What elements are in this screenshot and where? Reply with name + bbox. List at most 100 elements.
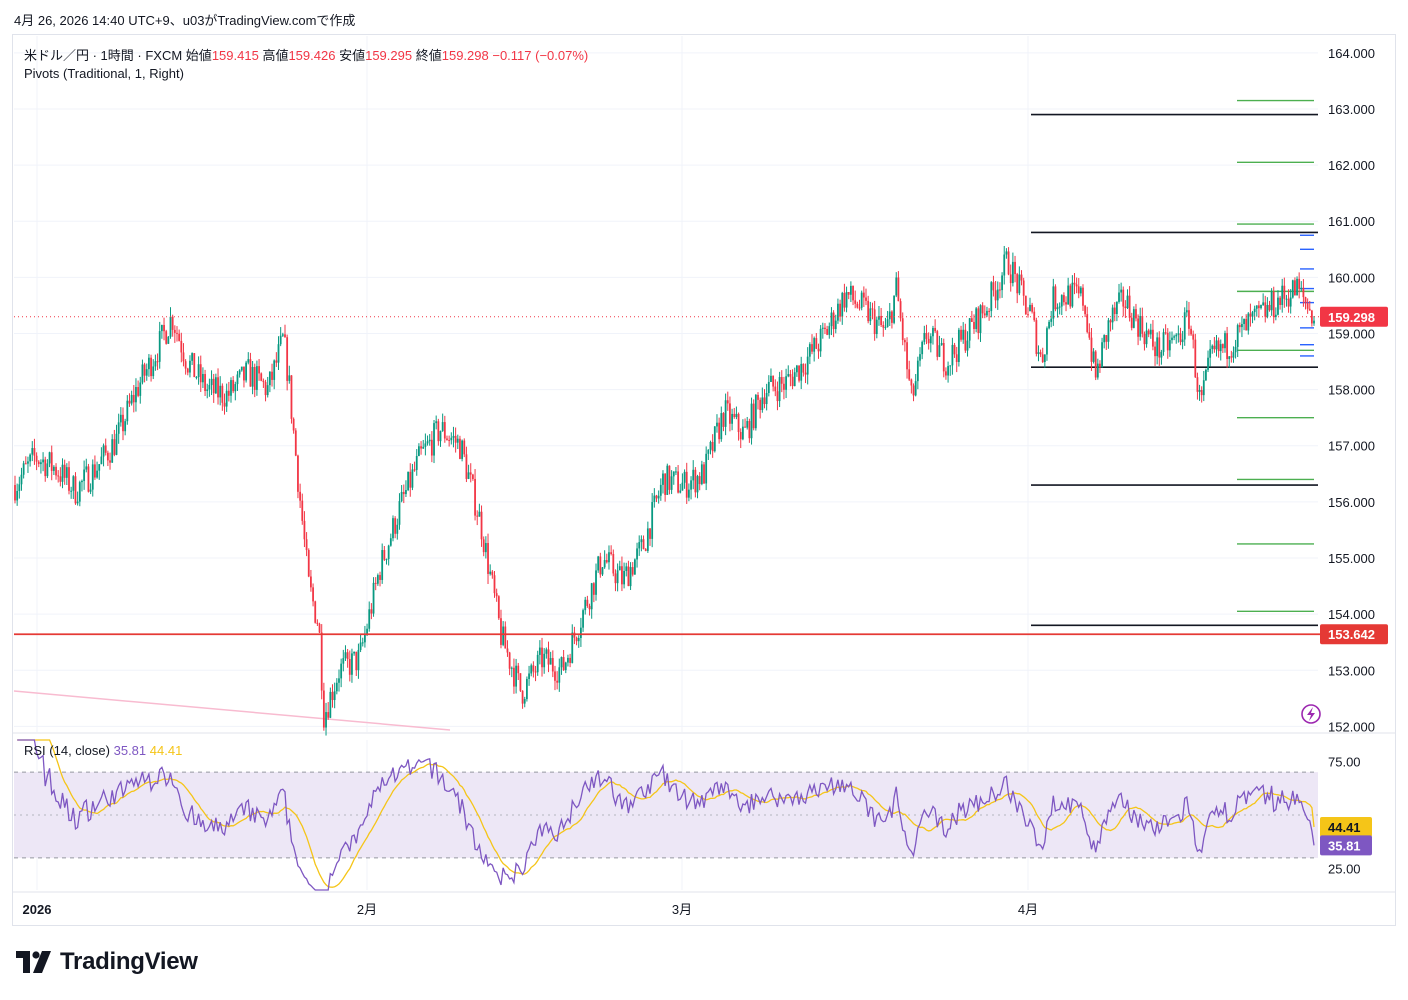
candle xyxy=(741,419,744,441)
candle xyxy=(886,310,889,328)
candle xyxy=(65,463,68,485)
candle xyxy=(1018,266,1021,296)
candle xyxy=(957,327,960,367)
candle xyxy=(858,299,861,311)
candle xyxy=(355,651,358,677)
candle xyxy=(774,379,777,397)
candle xyxy=(1149,323,1152,339)
candle xyxy=(571,624,574,664)
pivots-legend[interactable]: Pivots (Traditional, 1, Right) xyxy=(24,66,184,81)
candle xyxy=(549,651,552,665)
candle xyxy=(1202,371,1205,402)
candle xyxy=(1264,295,1267,323)
candle xyxy=(1257,300,1260,318)
ohlc-legend[interactable]: 米ドル／円 · 1時間 · FXCM 始値159.415 高値159.426 安… xyxy=(24,45,588,64)
candle xyxy=(115,424,118,456)
candle xyxy=(1164,324,1167,335)
candle xyxy=(590,582,593,619)
candle xyxy=(1124,300,1127,319)
candle xyxy=(523,696,526,708)
candle xyxy=(666,463,669,496)
candle xyxy=(467,464,470,480)
candle xyxy=(618,560,621,571)
trendline xyxy=(13,690,451,731)
chart-frame[interactable] xyxy=(12,34,1396,926)
candle xyxy=(633,558,636,575)
candle xyxy=(875,316,878,339)
candle xyxy=(862,286,865,307)
candle xyxy=(415,449,418,476)
candle xyxy=(27,456,29,473)
candle xyxy=(256,360,258,396)
candle xyxy=(1247,312,1250,335)
candle xyxy=(659,478,662,501)
candle xyxy=(72,475,75,500)
candle xyxy=(275,352,278,367)
candle xyxy=(1196,372,1199,400)
rsi-ma-value: 44.41 xyxy=(149,743,183,758)
candle xyxy=(744,418,746,428)
candle xyxy=(368,601,371,632)
candle xyxy=(230,377,232,403)
candle xyxy=(154,354,157,371)
candle xyxy=(260,372,263,382)
candle xyxy=(1022,277,1025,306)
candle xyxy=(573,626,576,645)
candle xyxy=(800,356,803,390)
candle xyxy=(1109,318,1112,332)
candle xyxy=(191,352,194,366)
candle xyxy=(61,458,64,489)
candle xyxy=(938,335,941,358)
candle xyxy=(288,365,291,384)
rsi-legend[interactable]: RSI (14, close) 35.81 44.41 xyxy=(24,743,182,758)
candle xyxy=(1111,304,1114,330)
candle xyxy=(1232,346,1235,363)
candle xyxy=(837,298,839,324)
candle xyxy=(757,392,759,410)
candle xyxy=(474,469,476,521)
candle xyxy=(148,354,150,377)
rsi-line xyxy=(17,739,1315,891)
current-price-badge xyxy=(1320,306,1388,327)
candle xyxy=(1016,272,1019,304)
candle xyxy=(126,395,129,425)
candle xyxy=(532,661,535,678)
candle xyxy=(538,640,541,665)
candle xyxy=(152,359,155,380)
candle xyxy=(525,676,528,702)
candle xyxy=(307,548,310,578)
candle xyxy=(519,673,522,693)
candle xyxy=(1205,368,1207,382)
candle xyxy=(986,306,988,318)
candle xyxy=(484,536,487,559)
symbol-label[interactable]: 米ドル／円 · 1時間 · FXCM xyxy=(24,48,183,63)
candle xyxy=(122,407,124,441)
candle xyxy=(612,549,615,577)
candle xyxy=(955,346,958,373)
candle xyxy=(487,533,489,585)
candle xyxy=(1147,328,1150,338)
candle xyxy=(1058,302,1061,315)
candle xyxy=(1120,282,1123,302)
candle xyxy=(1014,255,1016,283)
candle xyxy=(869,301,872,325)
candle xyxy=(405,480,407,498)
candle xyxy=(891,310,893,329)
candle xyxy=(381,543,384,584)
candle xyxy=(234,381,237,401)
price-tick-label: 154.000 xyxy=(1328,607,1375,622)
candle xyxy=(396,518,399,540)
candle xyxy=(1192,330,1195,349)
candle xyxy=(478,503,481,517)
candle xyxy=(601,566,604,576)
price-tick-label: 164.000 xyxy=(1328,46,1375,61)
candle xyxy=(1063,292,1065,306)
candle xyxy=(964,323,967,353)
candle xyxy=(35,452,38,471)
candle xyxy=(942,338,945,378)
candle xyxy=(1198,384,1201,401)
candle xyxy=(364,625,366,648)
candle xyxy=(465,446,468,483)
candle xyxy=(74,472,77,505)
